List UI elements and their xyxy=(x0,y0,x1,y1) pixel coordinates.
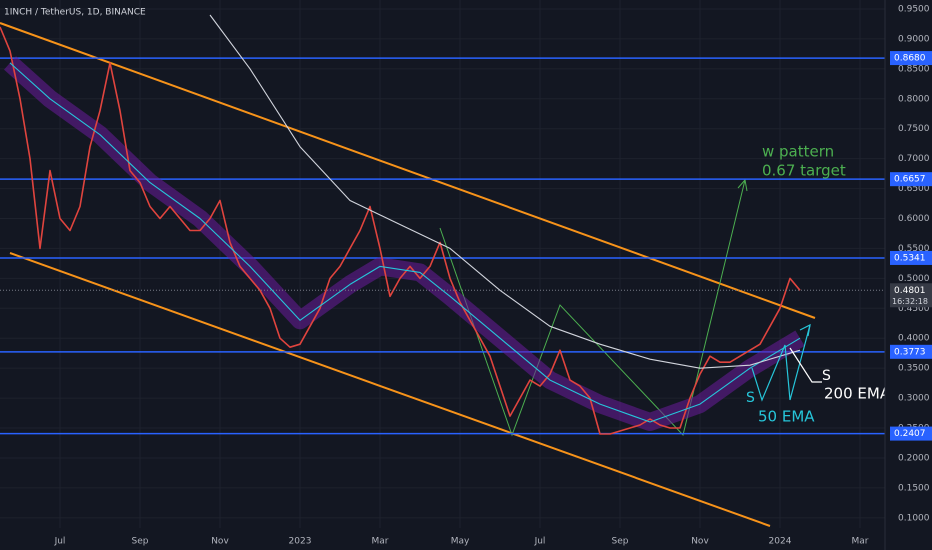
annotation: 200 EMA xyxy=(824,385,891,403)
y-tick-label: 0.4500 xyxy=(898,304,930,314)
y-tick-label: 0.5000 xyxy=(898,274,930,284)
channel-upper xyxy=(0,22,816,319)
annotation: 50 EMA xyxy=(758,408,815,426)
channel-lower xyxy=(9,252,771,527)
y-tick-label: 0.3000 xyxy=(898,394,930,404)
y-tick-label: 0.8000 xyxy=(898,94,930,104)
x-tick-label: Mar xyxy=(372,537,389,547)
y-tick-label: 0.9000 xyxy=(898,34,930,44)
last-price-box xyxy=(890,283,932,308)
y-tick-label: 0.6500 xyxy=(898,184,930,194)
axis: 0.10000.15000.20000.25000.30000.35000.40… xyxy=(54,0,932,550)
plot xyxy=(0,14,885,435)
y-tick-label: 0.6000 xyxy=(898,214,930,224)
x-tick-label: Jul xyxy=(534,537,546,547)
last-price-label: 0.4801 xyxy=(894,286,926,296)
x-tick-label: Mar xyxy=(852,537,869,547)
level-label-box xyxy=(890,172,932,187)
price-axis xyxy=(885,0,932,550)
level-label: 0.3773 xyxy=(894,347,926,357)
y-tick-label: 0.2000 xyxy=(898,453,930,463)
x-tick-label: Nov xyxy=(691,537,709,547)
x-tick-label: Sep xyxy=(612,537,629,547)
annotation: w pattern xyxy=(762,143,834,161)
level-label: 0.8680 xyxy=(894,54,926,64)
chart-title: 1INCH / TetherUS, 1D, BINANCE xyxy=(4,8,146,18)
x-tick-label: Jul xyxy=(54,537,66,547)
level-label: 0.5341 xyxy=(894,253,926,263)
arrow-head xyxy=(799,323,811,337)
y-tick-label: 0.7500 xyxy=(898,124,930,134)
x-tick-label: Sep xyxy=(132,537,149,547)
y-tick-label: 0.1500 xyxy=(898,483,930,493)
y-tick-label: 0.4000 xyxy=(898,334,930,344)
level-label-box xyxy=(890,426,932,441)
level-label-box xyxy=(890,250,932,265)
annotation: 0.67 target xyxy=(762,162,846,180)
series-line xyxy=(9,62,801,423)
annotation: S xyxy=(822,368,831,384)
x-tick-label: 2023 xyxy=(289,537,312,547)
level-label-box xyxy=(890,51,932,66)
y-tick-label: 0.3500 xyxy=(898,364,930,374)
countdown: 16:32:18 xyxy=(892,297,928,306)
y-tick-label: 0.5500 xyxy=(898,244,930,254)
cyan-arrows xyxy=(751,324,811,402)
level-label: 0.6657 xyxy=(894,175,926,185)
series-line xyxy=(209,14,801,369)
y-tick-label: 0.7000 xyxy=(898,154,930,164)
y-tick-label: 0.9500 xyxy=(898,4,930,14)
arrow-head xyxy=(737,178,748,192)
y-tick-label: 0.1000 xyxy=(898,513,930,523)
w-pattern xyxy=(439,179,746,437)
level-label-box xyxy=(890,344,932,359)
x-tick-label: Nov xyxy=(211,537,229,547)
y-tick-label: 0.8500 xyxy=(898,64,930,74)
series-line xyxy=(0,26,801,435)
x-tick-label: May xyxy=(451,537,470,547)
annotation: S xyxy=(746,390,755,406)
level-label: 0.2407 xyxy=(894,429,926,439)
x-tick-label: 2024 xyxy=(769,537,792,547)
white-arrow xyxy=(789,347,822,383)
